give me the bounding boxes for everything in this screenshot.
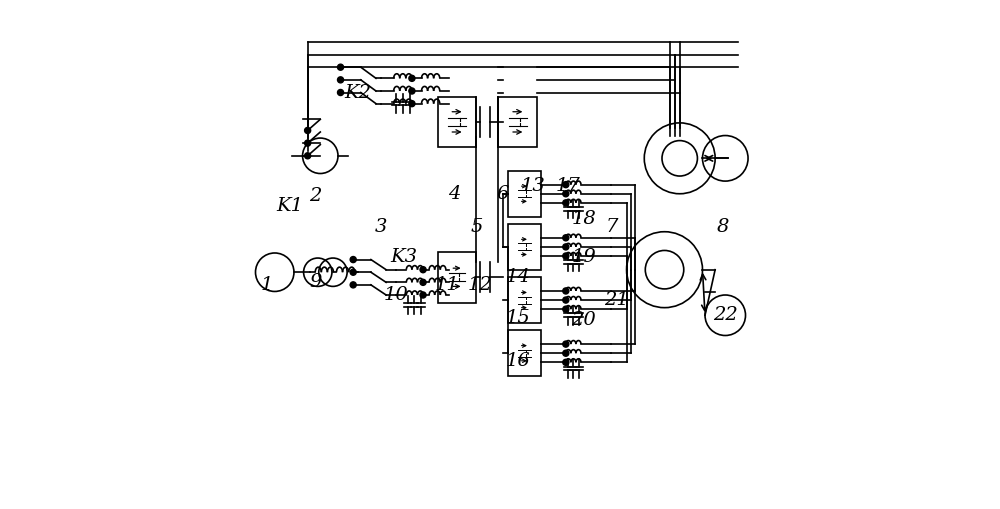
Circle shape	[350, 257, 356, 263]
Text: 15: 15	[505, 309, 530, 327]
Text: 6: 6	[496, 185, 509, 203]
Circle shape	[563, 235, 569, 241]
Circle shape	[305, 127, 311, 133]
Circle shape	[409, 101, 415, 107]
Circle shape	[305, 140, 311, 146]
Text: 1: 1	[261, 276, 273, 294]
Bar	[498, 97, 537, 147]
Circle shape	[563, 341, 569, 347]
Circle shape	[350, 269, 356, 275]
Circle shape	[409, 75, 415, 81]
Bar	[508, 224, 541, 270]
Text: 20: 20	[571, 312, 596, 329]
Text: 14: 14	[505, 268, 530, 286]
Text: 10: 10	[384, 286, 409, 304]
Text: 7: 7	[605, 218, 618, 236]
Circle shape	[420, 279, 426, 286]
Bar	[508, 171, 541, 216]
Circle shape	[338, 77, 344, 83]
Text: 16: 16	[505, 352, 530, 370]
Circle shape	[563, 191, 569, 197]
Circle shape	[420, 267, 426, 273]
Circle shape	[338, 90, 344, 96]
Circle shape	[563, 359, 569, 365]
Text: K1: K1	[276, 197, 303, 215]
Circle shape	[563, 350, 569, 356]
Text: 18: 18	[571, 210, 596, 228]
Text: K3: K3	[390, 248, 417, 266]
Circle shape	[563, 200, 569, 206]
Text: 13: 13	[521, 177, 545, 195]
Circle shape	[563, 288, 569, 294]
Text: 19: 19	[571, 248, 596, 266]
Circle shape	[305, 153, 311, 159]
Text: 9: 9	[309, 273, 321, 291]
Circle shape	[563, 306, 569, 312]
Circle shape	[338, 64, 344, 70]
Circle shape	[350, 282, 356, 288]
Text: 8: 8	[717, 218, 729, 236]
Circle shape	[563, 244, 569, 250]
Text: 3: 3	[375, 218, 387, 236]
Circle shape	[563, 182, 569, 188]
Text: 4: 4	[448, 185, 461, 203]
Text: 12: 12	[467, 276, 492, 294]
Bar	[508, 277, 541, 323]
Text: 11: 11	[434, 276, 459, 294]
Bar	[508, 330, 541, 376]
Circle shape	[420, 292, 426, 298]
Text: 2: 2	[309, 187, 321, 205]
Text: 5: 5	[471, 218, 483, 236]
Text: 21: 21	[604, 291, 629, 309]
Bar	[438, 252, 476, 302]
Text: 17: 17	[556, 177, 581, 195]
Circle shape	[563, 253, 569, 259]
Circle shape	[409, 88, 415, 94]
Circle shape	[563, 297, 569, 303]
Text: K2: K2	[345, 83, 372, 101]
Text: 22: 22	[713, 306, 738, 324]
Bar	[438, 97, 476, 147]
